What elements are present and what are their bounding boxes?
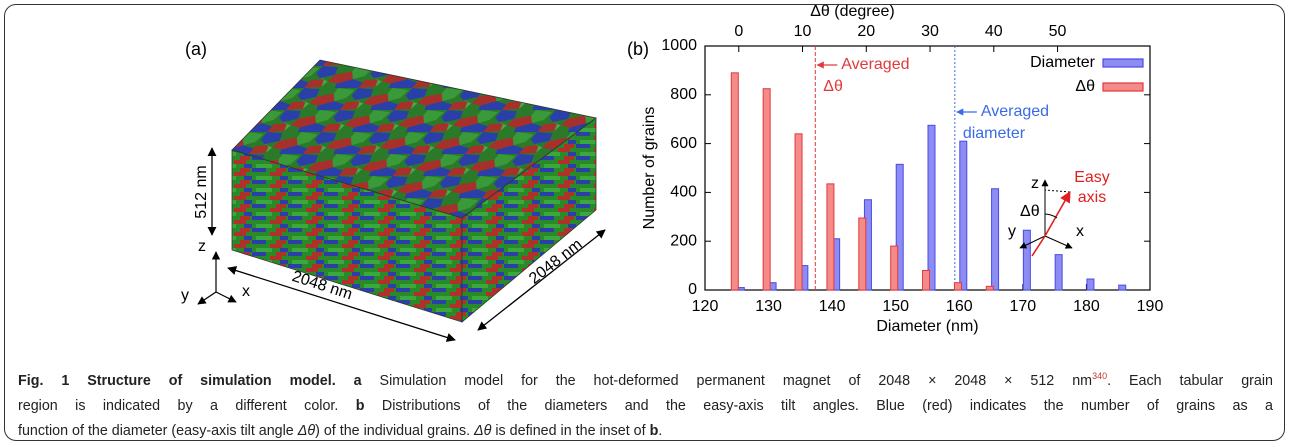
bar (922, 269, 931, 291)
caption-text: ) of the individual grains. (315, 422, 475, 439)
figure-frame (4, 4, 1285, 441)
inset-label: Easy (1074, 169, 1110, 186)
inset-label: z (1031, 175, 1039, 192)
axis-name: z (198, 238, 206, 255)
average-label: Averaged (981, 103, 1049, 120)
caption-text: Δθ (474, 422, 492, 439)
panel-label: (b) (627, 39, 649, 59)
bar (890, 245, 899, 291)
caption-text: 340 (1092, 371, 1108, 381)
legend-swatch (1102, 82, 1144, 92)
bar (1054, 254, 1063, 291)
easy-axis (1044, 191, 1071, 237)
caption-line: Fig. 1 Structure of simulation model. a … (18, 364, 1273, 394)
average-label: diameter (963, 125, 1026, 142)
bar (959, 140, 968, 291)
panel-label: (a) (185, 39, 207, 59)
x-tick-label: 120 (692, 298, 719, 315)
x2-tick-label: 30 (921, 23, 939, 40)
caption-text (336, 373, 354, 389)
legend-label: Diameter (1030, 54, 1096, 71)
y-tick-label: 600 (670, 135, 697, 152)
x-tick-label: 170 (1010, 298, 1037, 315)
bar (927, 124, 936, 291)
caption-text: Simulation model for the hot-deformed pe… (361, 372, 1093, 389)
caption-text: . (658, 422, 663, 439)
average-label: Averaged (841, 56, 909, 73)
bar (953, 282, 962, 291)
x-tick-label: 180 (1073, 298, 1100, 315)
legend-label: Δθ (1075, 78, 1095, 95)
x2-tick-label: 20 (857, 23, 875, 40)
axis-name: y (181, 287, 189, 304)
x2-axis-title: Δθ (degree) (810, 3, 895, 20)
figure: (a) 512 nm 2048 nm 2048 nm z y x (b) 020… (181, 3, 1163, 342)
caption-text: Fig. 1 Structure of simulation model. (18, 372, 336, 389)
bar (762, 88, 771, 291)
y-tick-label: 0 (688, 281, 697, 298)
caption: Fig. 1 Structure of simulation model. a … (18, 364, 1273, 444)
axis-name: x (242, 283, 250, 300)
bar (730, 72, 739, 291)
caption-text: b (649, 422, 659, 439)
x2-tick-label: 50 (1049, 23, 1067, 40)
inset-label: y (1008, 223, 1016, 240)
inset-label: x (1076, 223, 1084, 240)
x2-tick-label: 10 (794, 23, 812, 40)
easy-axis (1031, 235, 1046, 257)
bar (985, 285, 994, 291)
caption-text: . Each tabular grain (1107, 372, 1273, 389)
caption-text: Δθ (297, 422, 316, 439)
inset-axis (1019, 235, 1046, 249)
y-tick-label: 200 (670, 232, 697, 249)
caption-line: region is indicated by a different color… (18, 394, 1273, 419)
inset-axis (1044, 235, 1073, 249)
inset-label: Δθ (1020, 203, 1040, 220)
caption-line: function of the diameter (easy-axis tilt… (18, 419, 1273, 444)
caption-text: is defined in the inset of (491, 422, 650, 439)
angle-arc (1044, 213, 1058, 219)
caption-text: a (353, 372, 362, 389)
bar (1022, 229, 1031, 291)
x-tick-label: 160 (946, 298, 973, 315)
bar (1118, 284, 1127, 291)
bar (895, 163, 904, 291)
caption-text: function of the diameter (easy-axis tilt… (18, 422, 298, 439)
model-illustration (197, 59, 606, 342)
x2-tick-label: 0 (734, 23, 743, 40)
y-tick-label: 400 (670, 184, 697, 201)
caption-text: b (355, 397, 365, 414)
x-axis-title: Diameter (nm) (876, 318, 978, 335)
x2-tick-label: 40 (985, 23, 1003, 40)
bar (858, 217, 867, 291)
caption-text: region is indicated by a different color… (18, 397, 356, 414)
average-label: Δθ (823, 78, 843, 95)
y-tick-label: 1000 (661, 37, 697, 54)
y-axis-title: Number of grains (641, 107, 658, 230)
bar (991, 188, 1000, 291)
bar (794, 133, 803, 291)
x-tick-label: 190 (1137, 298, 1164, 315)
projection (1044, 189, 1071, 193)
y-tick-label: 800 (670, 86, 697, 103)
inset-label: axis (1078, 189, 1106, 206)
bar (1086, 278, 1095, 291)
x-tick-label: 140 (819, 298, 846, 315)
legend-swatch (1102, 58, 1144, 68)
bar (826, 183, 835, 291)
caption-text: Distributions of the diameters and the e… (364, 397, 1273, 414)
dimension-label: 512 nm (193, 165, 210, 218)
x-tick-label: 150 (882, 298, 909, 315)
x-tick-label: 130 (755, 298, 782, 315)
